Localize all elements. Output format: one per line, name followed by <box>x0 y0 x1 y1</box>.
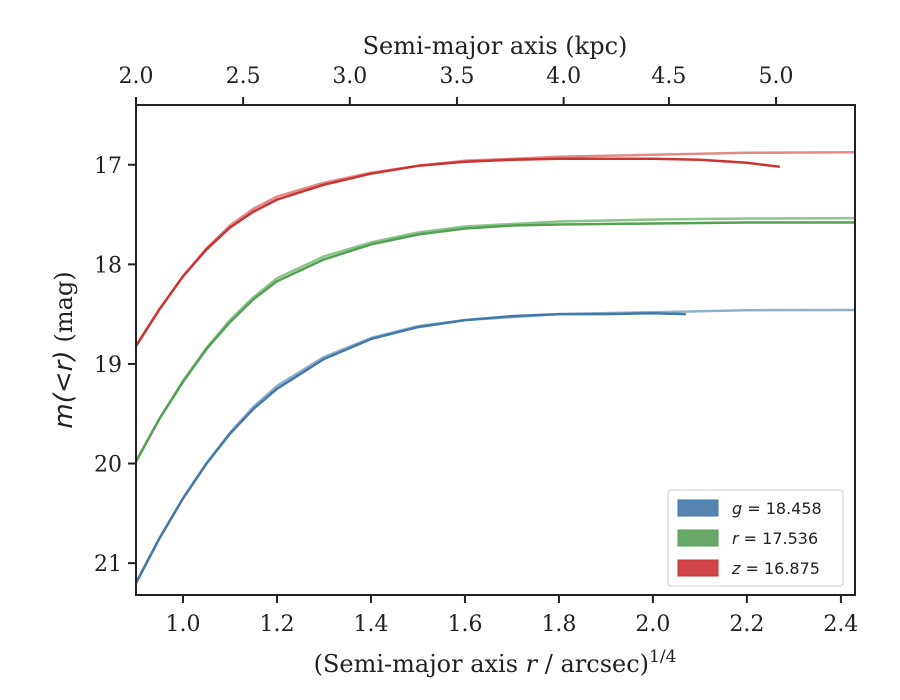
y-tick-label: 21 <box>94 552 122 577</box>
model-line-r <box>136 216 855 463</box>
axes: 1.0 1.2 1.4 1.6 1.8 2.0 2.2 2.4 17 18 19 20 21 2.0 2.5… <box>94 64 858 637</box>
x-tick-label: 1.2 <box>259 612 294 637</box>
y-tick-label: 19 <box>94 353 122 378</box>
x-tick-label: 1.4 <box>353 612 388 637</box>
x2-tick-label: 4.5 <box>651 64 686 89</box>
y-tick-label: 17 <box>94 154 122 179</box>
legend-swatch-g <box>677 499 719 517</box>
x2-tick-label: 3.0 <box>332 64 367 89</box>
y-axis-title: m(<r)(mag) <box>49 271 79 428</box>
data-line-g <box>136 311 686 584</box>
x-tick-label: 2.4 <box>823 612 858 637</box>
legend-label-r: r = 17.536 <box>732 529 818 548</box>
x-tick-label: 1.8 <box>541 612 576 637</box>
x2-tick-label: 2.5 <box>226 64 261 89</box>
legend: g = 18.458 r = 17.536 z = 16.875 <box>667 489 844 587</box>
legend-swatch-z <box>677 559 719 577</box>
legend-swatch-r <box>677 529 719 547</box>
x2-tick-label: 2.0 <box>119 64 154 89</box>
x-tick-label: 2.0 <box>635 612 670 637</box>
x2-tick-label: 5.0 <box>759 64 794 89</box>
plot-area <box>136 151 855 584</box>
data-line-z <box>136 157 780 347</box>
top-axis-title: Semi-major axis (kpc) <box>363 32 628 60</box>
plot-frame <box>135 104 856 596</box>
y-tick-label: 20 <box>94 453 122 478</box>
legend-label-z: z = 16.875 <box>731 559 820 578</box>
data-line-r <box>136 221 855 463</box>
x-tick-label: 2.2 <box>729 612 764 637</box>
x-tick-label: 1.0 <box>165 612 200 637</box>
y-tick-label: 18 <box>94 253 122 278</box>
x-tick-label: 1.6 <box>447 612 482 637</box>
x2-tick-label: 4.0 <box>546 64 581 89</box>
x2-tick-label: 3.5 <box>439 64 474 89</box>
bottom-axis-title: (Semi-major axis r / arcsec)1/4 <box>314 647 677 678</box>
legend-label-g: g = 18.458 <box>732 499 822 518</box>
